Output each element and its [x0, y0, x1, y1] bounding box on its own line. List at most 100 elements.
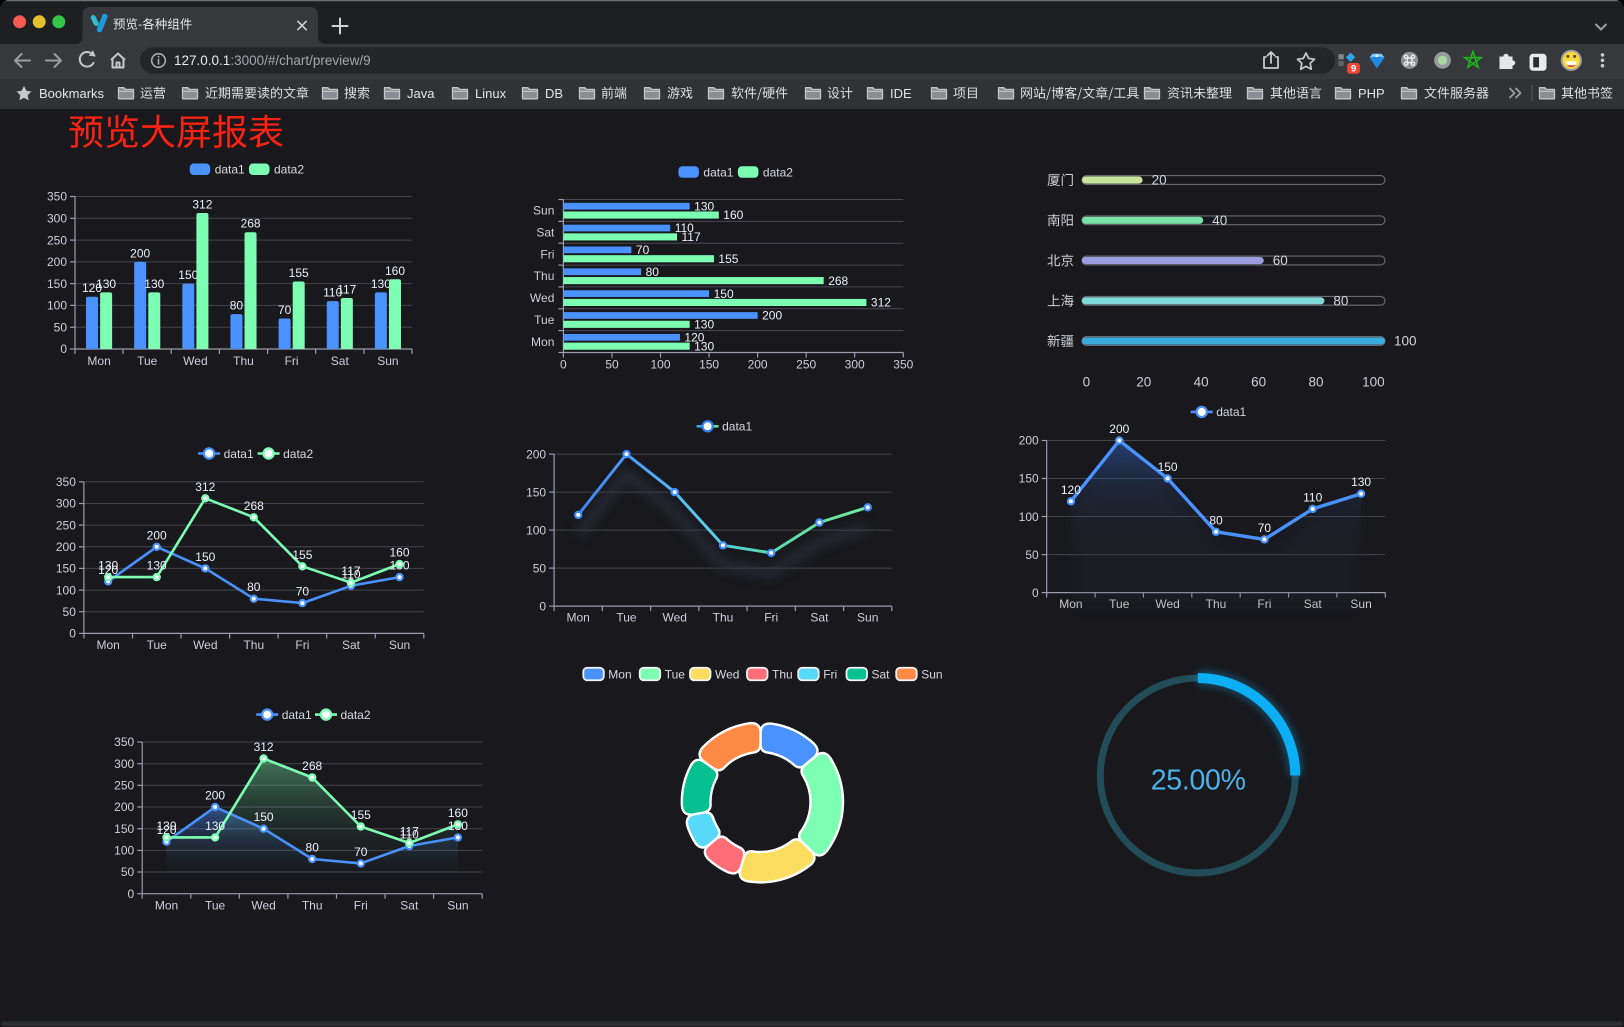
svg-text:Tue: Tue [147, 638, 168, 652]
svg-text:268: 268 [244, 499, 264, 513]
svg-text:Thu: Thu [243, 638, 264, 652]
svg-text:127.0.0.1:3000/#/chart/preview: 127.0.0.1:3000/#/chart/preview/9 [174, 53, 371, 68]
svg-text:Mon: Mon [87, 354, 110, 368]
svg-text:130: 130 [147, 559, 167, 573]
svg-text:100: 100 [526, 523, 546, 537]
svg-text:110: 110 [675, 221, 694, 235]
svg-text:300: 300 [47, 212, 67, 226]
svg-text:50: 50 [1025, 548, 1039, 562]
svg-text:200: 200 [205, 789, 225, 803]
svg-text:Mon: Mon [608, 667, 631, 681]
svg-text:Tue: Tue [534, 313, 555, 327]
svg-text:50: 50 [605, 357, 619, 371]
svg-text:Thu: Thu [772, 667, 793, 681]
svg-text:Tue: Tue [137, 354, 158, 368]
svg-text:Fri: Fri [540, 247, 554, 261]
svg-text:110: 110 [341, 567, 360, 581]
svg-text:117: 117 [341, 564, 360, 578]
svg-text:130: 130 [98, 559, 118, 573]
svg-text:130: 130 [1351, 475, 1371, 489]
svg-text:100: 100 [47, 299, 67, 313]
svg-text:0: 0 [1083, 375, 1091, 390]
svg-text:120: 120 [82, 281, 102, 295]
svg-text:300: 300 [56, 497, 76, 511]
svg-text:Sat: Sat [536, 226, 555, 240]
svg-text:Mon: Mon [97, 638, 120, 652]
svg-text:120: 120 [684, 331, 704, 345]
svg-text:70: 70 [278, 303, 292, 317]
svg-text:0: 0 [560, 357, 567, 371]
svg-text:150: 150 [714, 287, 734, 301]
svg-text:150: 150 [195, 550, 215, 564]
svg-text:300: 300 [114, 757, 134, 771]
svg-text:100: 100 [1362, 375, 1385, 390]
svg-text:Sun: Sun [533, 204, 554, 218]
svg-text:data1: data1 [722, 420, 752, 434]
svg-text:50: 50 [121, 865, 135, 879]
svg-text:160: 160 [723, 208, 743, 222]
svg-text:200: 200 [1019, 434, 1039, 448]
svg-text:80: 80 [1333, 293, 1348, 308]
svg-text:0: 0 [60, 342, 67, 356]
svg-text:70: 70 [636, 243, 650, 257]
svg-text:Fri: Fri [354, 899, 368, 913]
svg-text:70: 70 [354, 845, 368, 859]
svg-text:Sun: Sun [921, 667, 942, 681]
svg-text:20: 20 [1152, 173, 1167, 188]
svg-text:Sat: Sat [872, 667, 891, 681]
svg-text:200: 200 [56, 540, 76, 554]
svg-text:312: 312 [871, 296, 891, 310]
svg-text:0: 0 [69, 627, 76, 641]
svg-text:50: 50 [63, 605, 77, 619]
svg-text:Mon: Mon [155, 899, 178, 913]
svg-text:Mon: Mon [531, 335, 554, 349]
svg-text:100: 100 [650, 357, 670, 371]
svg-text:70: 70 [1258, 521, 1272, 535]
svg-text:Fri: Fri [295, 638, 309, 652]
svg-text:Sun: Sun [389, 638, 410, 652]
svg-text:Linux: Linux [475, 86, 507, 101]
svg-text:Wed: Wed [715, 667, 739, 681]
svg-text:268: 268 [302, 759, 322, 773]
svg-text:Sat: Sat [810, 611, 829, 625]
svg-text:Wed: Wed [662, 611, 686, 625]
svg-text:155: 155 [718, 252, 738, 266]
svg-text:120: 120 [156, 823, 176, 837]
svg-text:312: 312 [195, 480, 215, 494]
svg-text:130: 130 [156, 819, 176, 833]
svg-text:Thu: Thu [534, 269, 555, 283]
svg-text:100: 100 [114, 844, 134, 858]
svg-text:150: 150 [56, 562, 76, 576]
svg-text:150: 150 [178, 268, 198, 282]
svg-text:250: 250 [114, 779, 134, 793]
svg-text:250: 250 [56, 518, 76, 532]
svg-text:150: 150 [526, 485, 546, 499]
svg-text:60: 60 [1251, 375, 1266, 390]
svg-text:350: 350 [56, 475, 76, 489]
svg-text:Sun: Sun [447, 899, 468, 913]
svg-text:data1: data1 [224, 447, 254, 461]
svg-text:60: 60 [1273, 253, 1288, 268]
svg-text:data2: data2 [274, 163, 304, 177]
svg-text:130: 130 [371, 277, 391, 291]
svg-text:350: 350 [893, 357, 913, 371]
svg-text:350: 350 [114, 735, 134, 749]
svg-text:120: 120 [98, 563, 118, 577]
svg-text:80: 80 [1308, 375, 1323, 390]
svg-text:200: 200 [47, 255, 67, 269]
svg-text:130: 130 [694, 339, 714, 353]
svg-text:160: 160 [448, 806, 468, 820]
svg-text:200: 200 [748, 357, 768, 371]
svg-text:300: 300 [845, 357, 865, 371]
svg-text:Wed: Wed [193, 638, 217, 652]
svg-text:Sat: Sat [400, 899, 419, 913]
svg-text:130: 130 [144, 277, 164, 291]
svg-text:150: 150 [47, 277, 67, 291]
svg-text:data1: data1 [282, 708, 312, 722]
svg-text:350: 350 [47, 190, 67, 204]
svg-text:Bookmarks: Bookmarks [39, 86, 105, 101]
svg-text:117: 117 [337, 283, 356, 297]
svg-text:Tue: Tue [616, 611, 637, 625]
svg-text:0: 0 [1032, 586, 1039, 600]
svg-text:130: 130 [694, 318, 714, 332]
